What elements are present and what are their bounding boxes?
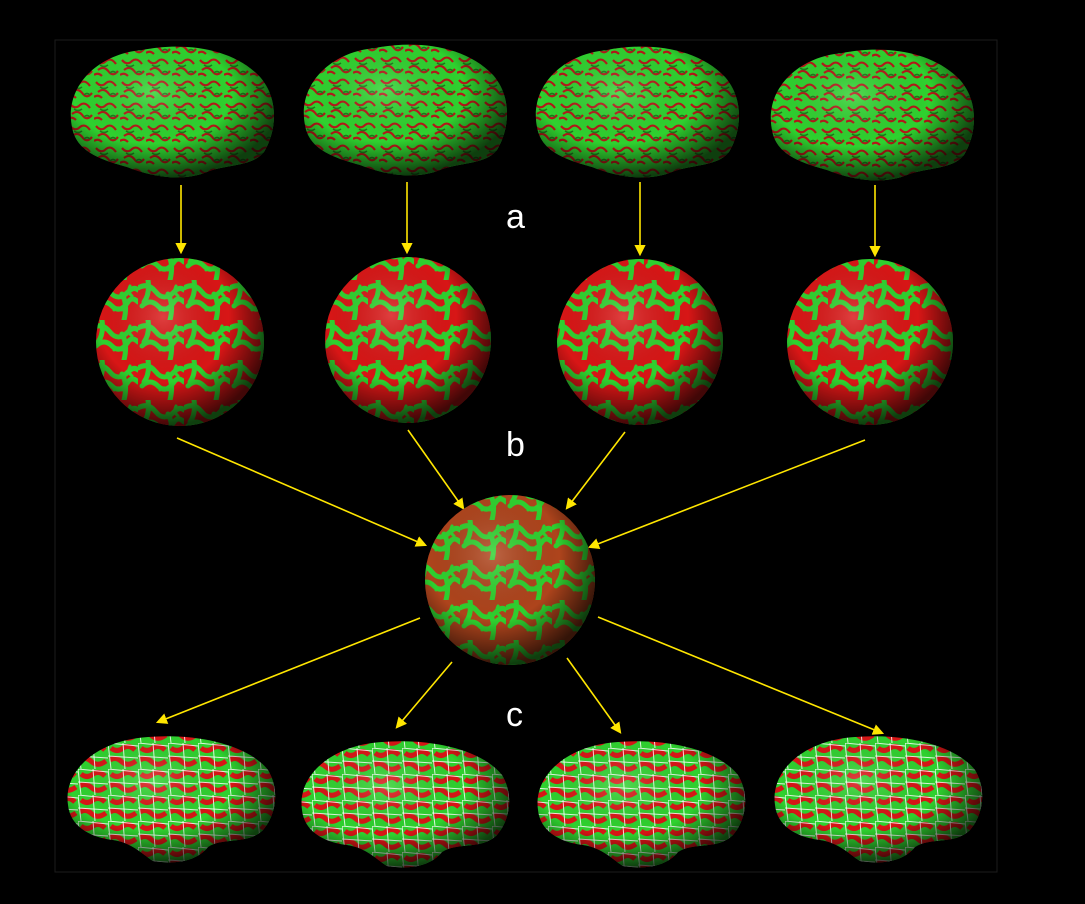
inflated-brain (774, 736, 983, 863)
inflated-brain (67, 736, 276, 863)
inflated-brain (301, 741, 510, 868)
individual-sphere (557, 259, 723, 425)
label-c: c (506, 696, 523, 734)
individual-sphere (787, 259, 953, 425)
figure-frame (54, 39, 998, 873)
label-a: a (506, 198, 525, 236)
inflated-brain (537, 741, 746, 868)
arrow (407, 429, 465, 510)
arrows-b (176, 429, 866, 549)
folded-brain (770, 49, 974, 181)
arrow (565, 431, 626, 510)
folded-brain (303, 44, 507, 176)
individual-sphere (96, 258, 264, 426)
arrow (566, 657, 622, 734)
arrow (155, 617, 421, 724)
arrows-c (155, 616, 885, 735)
arrows-a (175, 182, 881, 258)
arrow (395, 661, 453, 729)
folded-brain (70, 46, 274, 178)
arrow (176, 437, 428, 547)
individual-sphere (325, 257, 491, 423)
arrow (597, 616, 885, 735)
average-sphere (425, 495, 595, 665)
label-b: b (506, 426, 525, 464)
arrow (587, 439, 866, 549)
folded-brain (535, 46, 739, 178)
